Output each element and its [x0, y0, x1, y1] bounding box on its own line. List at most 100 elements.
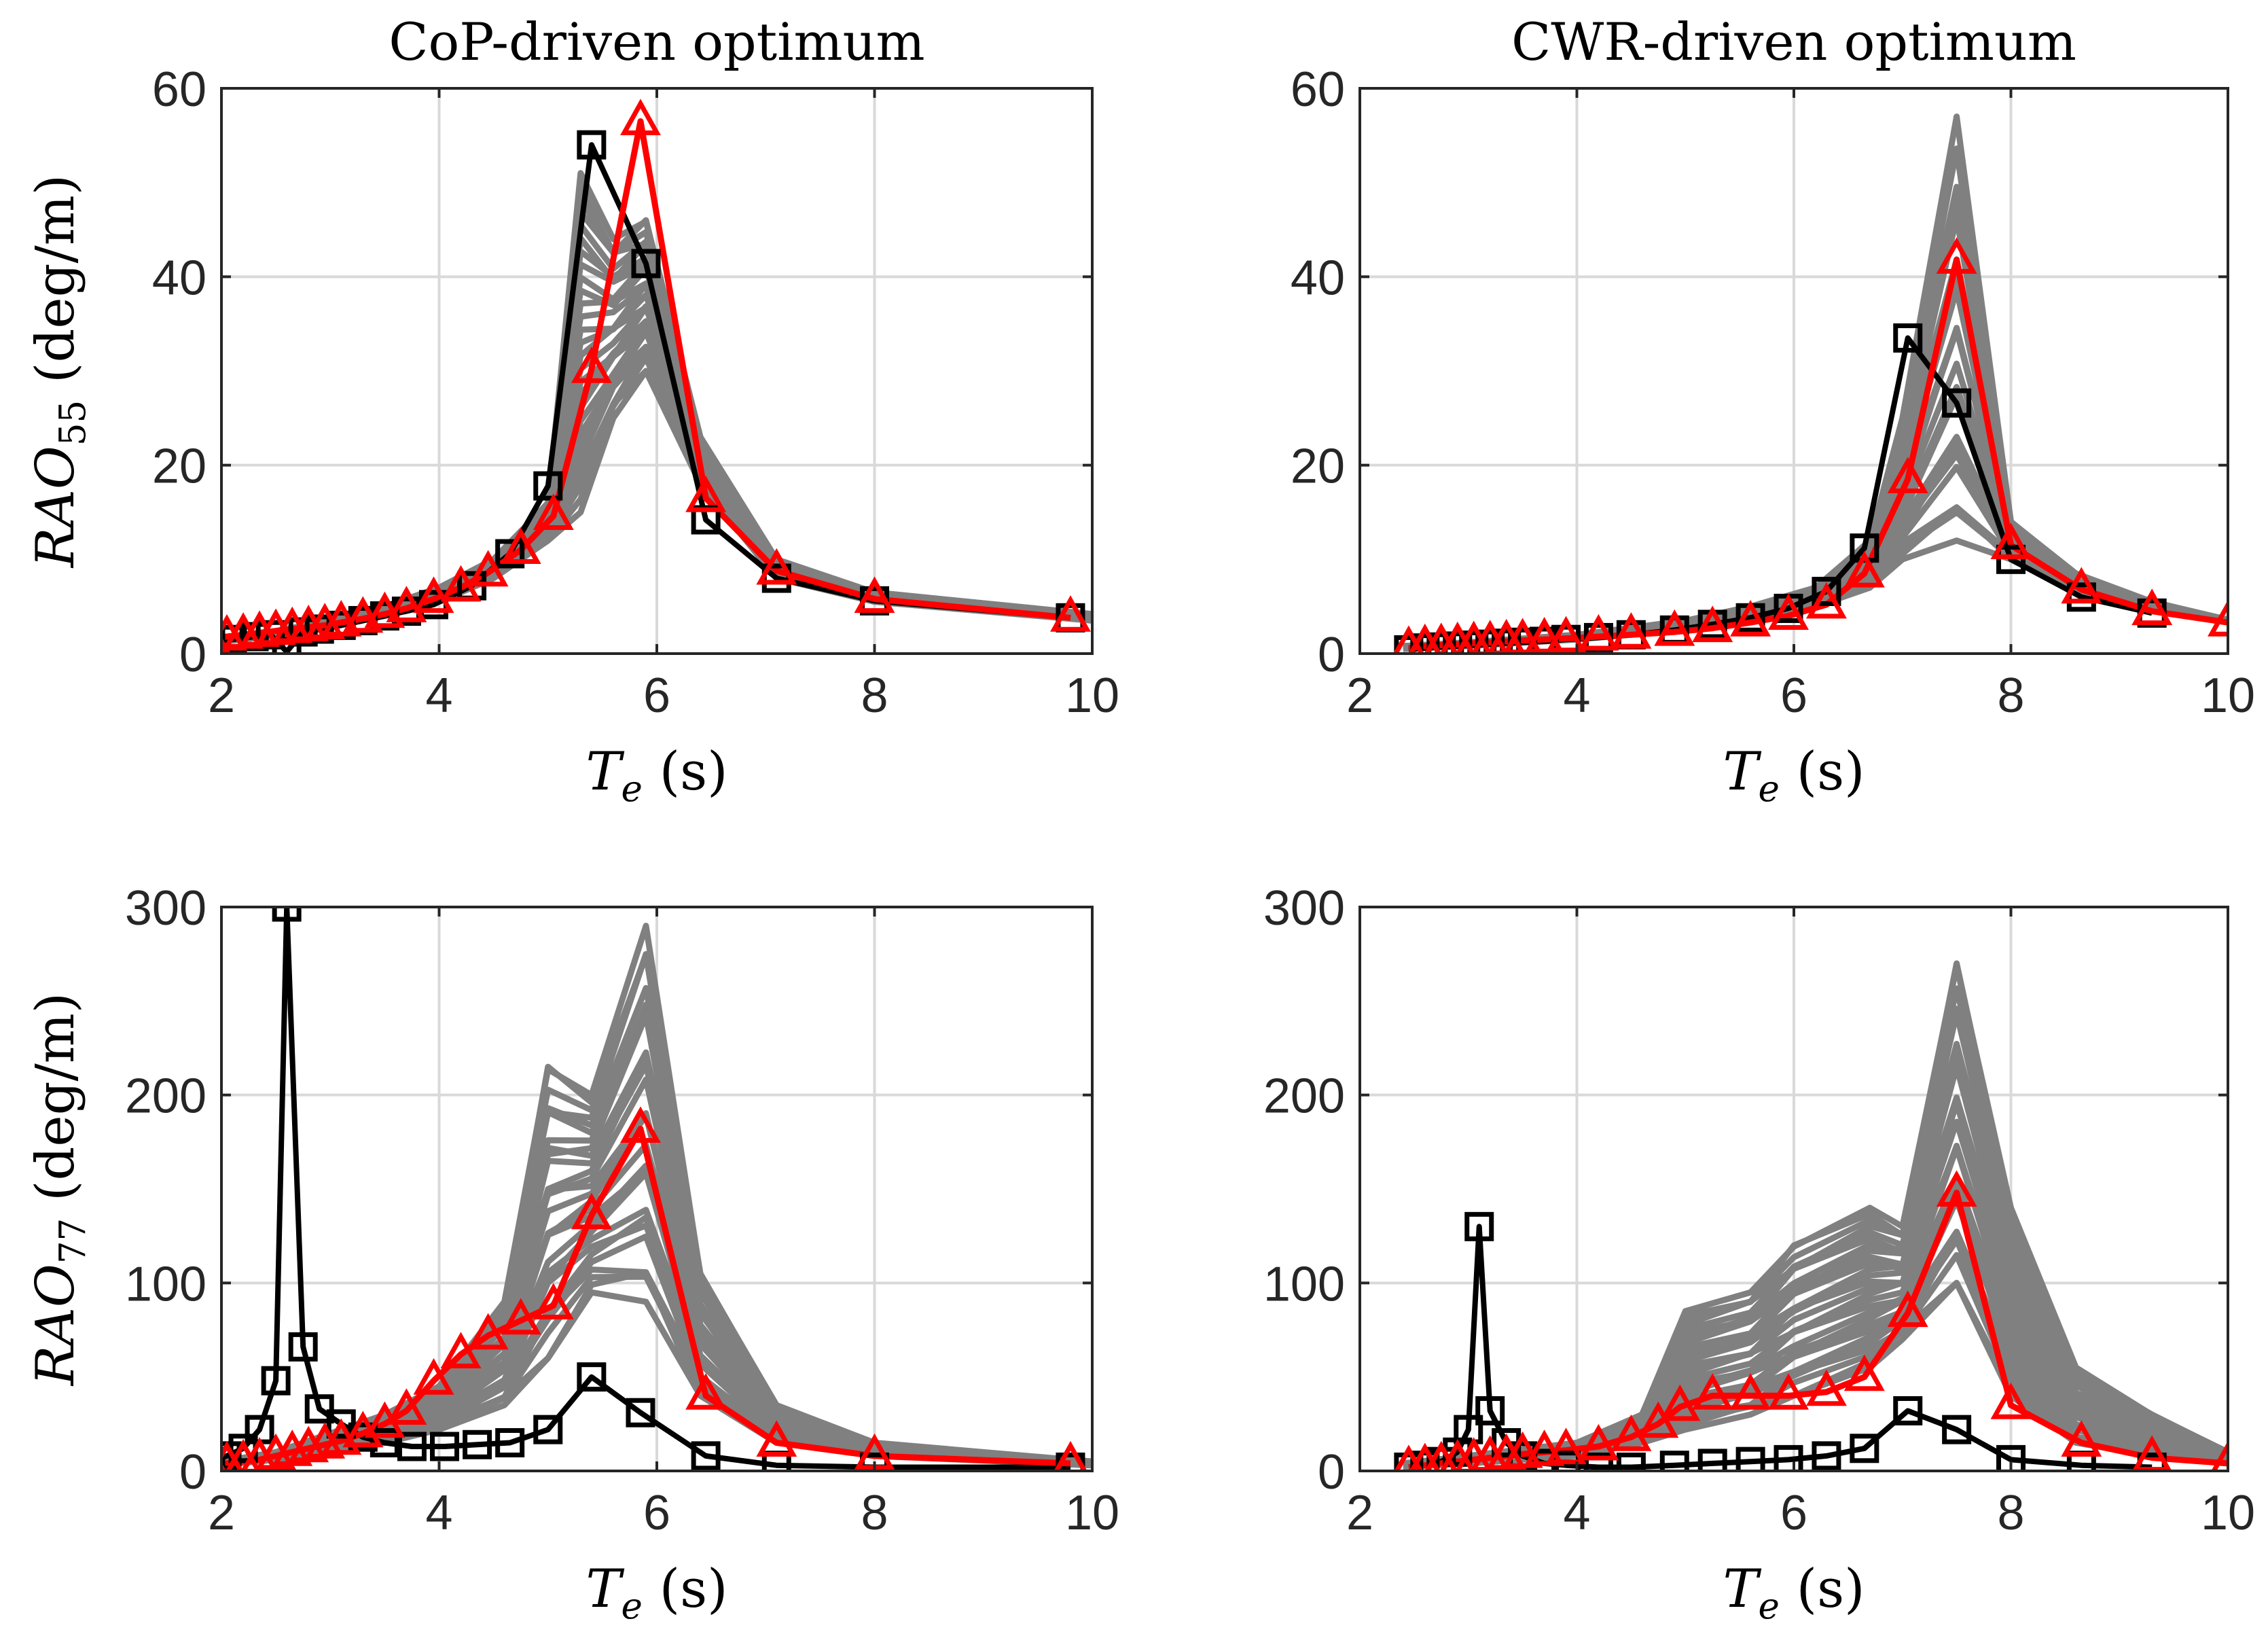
- x-tick-label: 8: [1997, 669, 2024, 723]
- red-triangle-marker: [1610, 612, 1652, 649]
- x-tick-label: 2: [1346, 669, 1373, 723]
- x-tick-label: 6: [643, 1486, 670, 1540]
- black-square-marker: [495, 539, 525, 569]
- y-tick-label: 0: [179, 1445, 206, 1499]
- red-triangle-marker: [1730, 1373, 1771, 1410]
- y-tick-label: 200: [1263, 1069, 1345, 1124]
- red-triangle-marker: [1768, 1373, 1809, 1410]
- black-square-marker: [1616, 1452, 1646, 1471]
- red-triangle-marker: [1524, 617, 1565, 654]
- red-triangle-marker: [1692, 1373, 1733, 1410]
- red-triangle-marker: [1578, 614, 1619, 651]
- black-square-marker: [626, 1398, 655, 1427]
- panel-title: CWR-driven optimum: [1511, 12, 2076, 72]
- x-tick-label: 8: [1997, 1486, 2024, 1540]
- gray-design-line: [221, 170, 1092, 641]
- y-tick-label: 20: [152, 440, 206, 494]
- plot-area: [1394, 960, 2228, 1471]
- black-square-marker: [272, 907, 302, 922]
- x-tick-label: 2: [208, 669, 235, 723]
- y-tick-label: 40: [152, 251, 206, 305]
- red-triangle-marker: [1050, 595, 1091, 632]
- x-tick-label: 4: [425, 1486, 452, 1540]
- red-triangle-marker: [620, 99, 661, 135]
- panel-2: 2 4 6 8 10 0 20 40 60 CWR-driven optimum Te (s): [1291, 12, 2255, 810]
- black-square-marker: [1697, 1449, 1727, 1471]
- gray-design-line: [1403, 147, 2228, 650]
- red-triangle-marker: [1502, 618, 1543, 654]
- black-square-marker: [533, 471, 563, 501]
- black-square-marker: [261, 1366, 291, 1396]
- gray-design-line: [1403, 451, 2228, 652]
- y-tick-label: 20: [1291, 440, 1345, 494]
- red-triangle-marker: [1730, 600, 1771, 637]
- red-triangle-marker: [1054, 1440, 1087, 1471]
- black-square-marker: [304, 1394, 334, 1424]
- red-triangle-marker: [620, 1106, 661, 1143]
- gray-design-line: [1403, 145, 2228, 650]
- x-tick-label: 8: [861, 669, 888, 723]
- gray-design-line: [1403, 463, 2228, 652]
- black-square-marker: [1454, 1415, 1483, 1444]
- x-tick-label: 2: [208, 1486, 235, 1540]
- black-square-marker: [577, 130, 607, 160]
- red-triangle-marker: [413, 1358, 454, 1395]
- red-triangle-marker: [1502, 1431, 1543, 1468]
- red-triangle-marker: [1692, 605, 1733, 643]
- black-square-marker: [1475, 1396, 1505, 1425]
- red-triangle-marker: [1990, 1383, 2032, 1419]
- x-tick-label: 4: [1563, 669, 1590, 723]
- black-square-marker: [1774, 1444, 1803, 1471]
- red-triangle-marker: [386, 1388, 427, 1425]
- black-square-marker: [1659, 1451, 1689, 1471]
- red-triangle-marker: [756, 1420, 797, 1457]
- panel-1: 2 4 6 8 10 0 20 40 60 CoP-driven optimum Te (s) RAO…: [25, 12, 1119, 810]
- red-triangle-marker: [321, 600, 362, 637]
- black-series-line: [1408, 1224, 2153, 1470]
- black-square-marker: [1812, 576, 1841, 606]
- x-axis-label: Te (s): [1723, 741, 1865, 810]
- red-triangle-marker: [1578, 1423, 1619, 1461]
- red-triangle-marker: [1843, 1354, 1885, 1391]
- black-square-marker: [1893, 1396, 1923, 1425]
- x-tick-label: 6: [643, 669, 670, 723]
- red-triangle-marker: [500, 527, 541, 564]
- red-triangle-marker: [571, 347, 612, 383]
- black-square-marker: [1850, 1434, 1879, 1463]
- x-tick-label: 10: [2201, 1486, 2255, 1540]
- red-triangle-marker: [467, 550, 509, 587]
- red-triangle-marker: [685, 1373, 727, 1410]
- red-triangle-marker: [1545, 616, 1587, 653]
- gray-design-line: [221, 344, 1092, 644]
- red-triangle-marker: [413, 576, 454, 614]
- red-triangle-marker: [1805, 1369, 1847, 1406]
- x-tick-label: 10: [1065, 669, 1119, 723]
- red-triangle-marker: [1545, 1427, 1587, 1465]
- black-square-marker: [1812, 1441, 1841, 1471]
- gray-design-line: [1403, 113, 2228, 650]
- red-triangle-marker: [1936, 1170, 1977, 1207]
- gray-design-line: [221, 343, 1092, 644]
- black-square-marker: [1583, 1452, 1613, 1471]
- black-square-marker: [1942, 388, 1972, 418]
- red-triangle-marker: [1659, 1384, 1701, 1421]
- red-triangle-marker: [854, 576, 895, 614]
- y-tick-label: 100: [1263, 1257, 1345, 1311]
- red-triangle-marker: [440, 1332, 482, 1368]
- black-square-marker: [577, 1362, 607, 1392]
- black-series-line: [221, 142, 1071, 654]
- x-axis-label: Te (s): [586, 1559, 727, 1627]
- x-tick-label: 4: [425, 669, 452, 723]
- black-square-marker: [397, 1432, 427, 1461]
- red-triangle-marker: [1654, 609, 1695, 646]
- panel-title: CoP-driven optimum: [389, 12, 924, 72]
- black-square-marker: [631, 249, 661, 279]
- black-square-marker: [1735, 1446, 1765, 1471]
- black-square-marker: [463, 1429, 492, 1459]
- red-triangle-marker: [386, 586, 427, 622]
- black-square-marker: [533, 1415, 563, 1444]
- black-square-marker: [691, 1441, 721, 1471]
- black-square-marker: [430, 1432, 460, 1461]
- red-triangle-marker: [1843, 550, 1885, 588]
- gray-design-line: [1403, 145, 2228, 650]
